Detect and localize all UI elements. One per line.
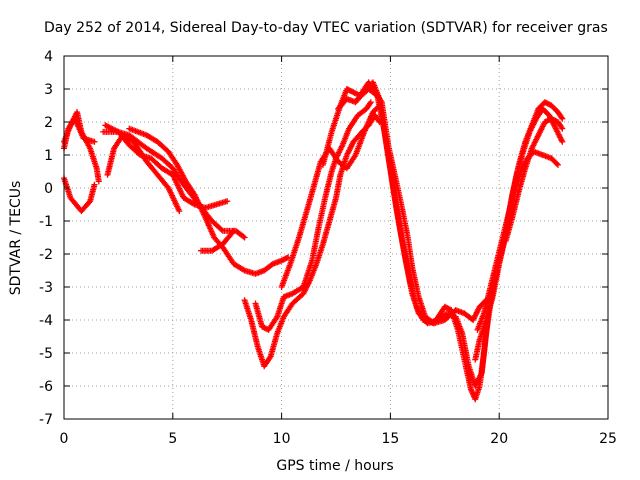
y-tick-label: 3 — [44, 82, 53, 98]
series-track — [61, 115, 98, 152]
y-tick-label: 4 — [44, 49, 53, 65]
y-tick-label: -7 — [39, 412, 53, 428]
data-point — [229, 229, 236, 236]
y-tick-label: -2 — [39, 247, 53, 263]
series-track — [252, 99, 374, 333]
data-point — [176, 208, 183, 215]
y-tick-label: -5 — [39, 346, 53, 362]
data-point — [95, 178, 102, 185]
data-point — [367, 99, 374, 106]
x-tick-label: 10 — [273, 431, 291, 447]
x-tick-label: 25 — [599, 431, 617, 447]
data-point — [218, 226, 225, 233]
x-tick-label: 20 — [490, 431, 508, 447]
series-track — [278, 102, 383, 290]
series-track — [104, 132, 183, 215]
axis-ticks: 0 5 10 15 20 25 -7 -6 -5 -4 -3 -2 -1 0 1 2 3 4 — [39, 49, 617, 447]
y-tick-label: -6 — [39, 379, 53, 395]
y-tick-label: 0 — [44, 181, 53, 197]
series-track — [198, 227, 237, 254]
data-point — [91, 138, 98, 145]
data-point — [283, 254, 290, 261]
data-point — [224, 198, 231, 205]
series-track — [126, 125, 292, 277]
y-axis-label: SDTVAR / TECUs — [8, 181, 24, 296]
data-point — [553, 160, 560, 167]
data-point — [559, 125, 566, 132]
data-point — [559, 138, 566, 145]
x-tick-label: 0 — [60, 431, 69, 447]
series-track — [474, 105, 566, 333]
data-point — [559, 115, 566, 122]
chart-title: Day 252 of 2014, Sidereal Day-to-day VTE… — [44, 20, 608, 36]
data-point — [240, 233, 247, 240]
y-tick-label: 1 — [44, 148, 53, 164]
x-axis-label: GPS time / hours — [276, 458, 393, 474]
data-point — [554, 161, 561, 168]
x-tick-label: 15 — [381, 431, 399, 447]
series-track — [502, 115, 566, 244]
data-point — [366, 100, 373, 107]
data-point — [230, 227, 237, 234]
data-point — [558, 124, 565, 131]
y-tick-label: -1 — [39, 214, 53, 230]
y-tick-label: 2 — [44, 115, 53, 131]
plot-frame — [63, 55, 609, 420]
data-series — [61, 79, 566, 403]
y-tick-label: -4 — [39, 313, 53, 329]
data-point — [558, 114, 565, 121]
data-point — [91, 181, 98, 188]
y-tick-label: -3 — [39, 280, 53, 296]
x-tick-label: 5 — [168, 431, 177, 447]
data-point — [241, 234, 248, 241]
